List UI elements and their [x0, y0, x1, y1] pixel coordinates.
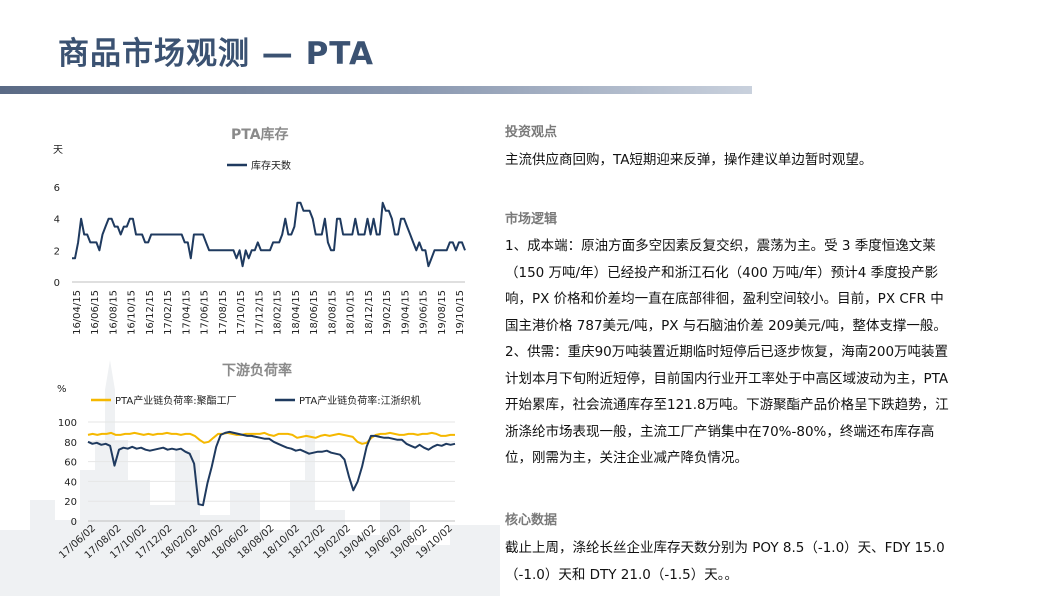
market-logic-line: 浙涤纶市场表现一般，主流工厂产销集中在70%-80%，终端还布库存高: [505, 423, 935, 440]
y-tick-label: 4: [54, 215, 60, 226]
market-logic-heading: 市场逻辑: [505, 212, 558, 227]
x-tick-label: 16/12/15: [145, 290, 156, 335]
core-data-section: 核心数据 截止上周，涤纶长丝企业库存天数分别为 POY 8.5（-1.0）天、F…: [505, 509, 985, 588]
market-logic-line: 响，PX 价格和价差均一直在底部徘徊，盈利空间较小。目前，PX CFR 中: [505, 291, 944, 307]
y-tick-label: 100: [58, 418, 77, 429]
x-tick-label: 16/04/15: [72, 290, 83, 335]
x-tick-label: 17/02/15: [163, 290, 174, 335]
inventory-chart: 天 0 2 4 6 16/04/15 16/06/15 16/08/15 16/10/15 16/…: [53, 145, 466, 335]
y-tick-label: 0: [54, 278, 60, 289]
y-tick-label: 20: [64, 497, 77, 508]
y-tick-label: 60: [64, 458, 77, 469]
market-logic-line: 计划本月下旬附近短停，目前国内行业开工率处于中高区域波动为主，PTA: [505, 370, 949, 387]
investment-view-section: 投资观点 主流供应商回购，TA短期迎来反弹，操作建议单边暂时观望。: [505, 121, 985, 174]
load-rate-chart: %02040608010017/06/0217/08/0217/10/0217/…: [57, 384, 456, 561]
x-tick-label: 17/12/15: [254, 290, 265, 335]
x-tick-label: 17/10/15: [236, 290, 247, 335]
legend-label: 库存天数: [251, 159, 291, 172]
x-tick-label: 16/06/15: [90, 290, 101, 335]
x-tick-label: 19/04/15: [400, 290, 411, 335]
y-tick-label: 6: [54, 183, 60, 194]
market-logic-line: 国主港价格 787美元/吨，PX 与石脑油价差 209美元/吨，整体支撑一般。: [505, 317, 947, 334]
market-logic-line: 开始累库，社会流通库存至121.8万吨。下游聚酯产品价格呈下跌趋势，江: [505, 397, 949, 413]
series-line: [87, 431, 455, 445]
x-tick-label: 18/04/15: [291, 290, 302, 335]
legend-label: PTA产业链负荷率:聚酯工厂: [115, 394, 237, 407]
x-tick-label: 18/10/15: [346, 290, 357, 335]
investment-view-heading: 投资观点: [505, 125, 558, 140]
market-logic-line: 2、供需：重庆90万吨装置近期临时短停后已逐步恢复，海南200万吨装置: [505, 344, 949, 360]
page-title: 商品市场观测 — PTA: [58, 36, 375, 72]
investment-view-text: 主流供应商回购，TA短期迎来反弹，操作建议单边暂时观望。: [505, 152, 873, 168]
market-logic-section: 市场逻辑 1、成本端：原油方面多空因素反复交织，震荡为主。受 3 季度恒逸文莱 …: [505, 208, 985, 472]
x-tick-label: 17/06/15: [200, 290, 211, 335]
y-tick-label: 80: [64, 438, 77, 449]
market-logic-line: 位，刚需为主，关注企业减产降负情况。: [505, 450, 748, 466]
x-tick-label: 19/06/15: [419, 290, 430, 335]
x-tick-label: 18/06/15: [309, 290, 320, 335]
y-tick-label: 40: [64, 477, 77, 488]
market-logic-line: （150 万吨/年）已经投产和浙江石化（400 万吨/年）预计4 季度投产影: [505, 264, 939, 281]
y-tick-label: 0: [71, 517, 77, 528]
legend-label: PTA产业链负荷率:江浙织机: [299, 394, 421, 407]
x-tick-label: 17/08/15: [218, 290, 229, 335]
x-tick-label: 18/02/15: [273, 290, 284, 335]
chart1-title: PTA库存: [231, 127, 289, 143]
city-skyline-watermark: [0, 360, 500, 596]
core-data-line: 截止上周，涤纶长丝企业库存天数分别为 POY 8.5（-1.0）天、FDY 15…: [505, 540, 945, 556]
x-tick-label: 17/04/15: [181, 290, 192, 335]
x-tick-label: 19/08/15: [437, 290, 448, 335]
core-data-heading: 核心数据: [505, 513, 558, 528]
market-logic-line: 1、成本端：原油方面多空因素反复交织，震荡为主。受 3 季度恒逸文莱: [505, 238, 936, 254]
x-tick-label: 18/12/15: [364, 290, 375, 335]
y-tick-label: 2: [54, 246, 60, 257]
core-data-line: （-1.0）天和 DTY 21.0（-1.5）天。。: [505, 566, 738, 583]
x-tick-label: 19/10/15: [455, 290, 466, 335]
chart2-title: 下游负荷率: [222, 363, 292, 379]
y-axis-unit: %: [57, 384, 67, 395]
x-tick-label: 18/08/15: [327, 290, 338, 335]
x-tick-label: 19/02/15: [382, 290, 393, 335]
x-tick-label: 16/10/15: [127, 290, 138, 335]
series-line: [72, 201, 466, 268]
y-axis-unit: 天: [53, 145, 63, 156]
x-tick-label: 16/08/15: [108, 290, 119, 335]
title-underline-bar: [0, 86, 752, 94]
series-line: [87, 430, 456, 507]
